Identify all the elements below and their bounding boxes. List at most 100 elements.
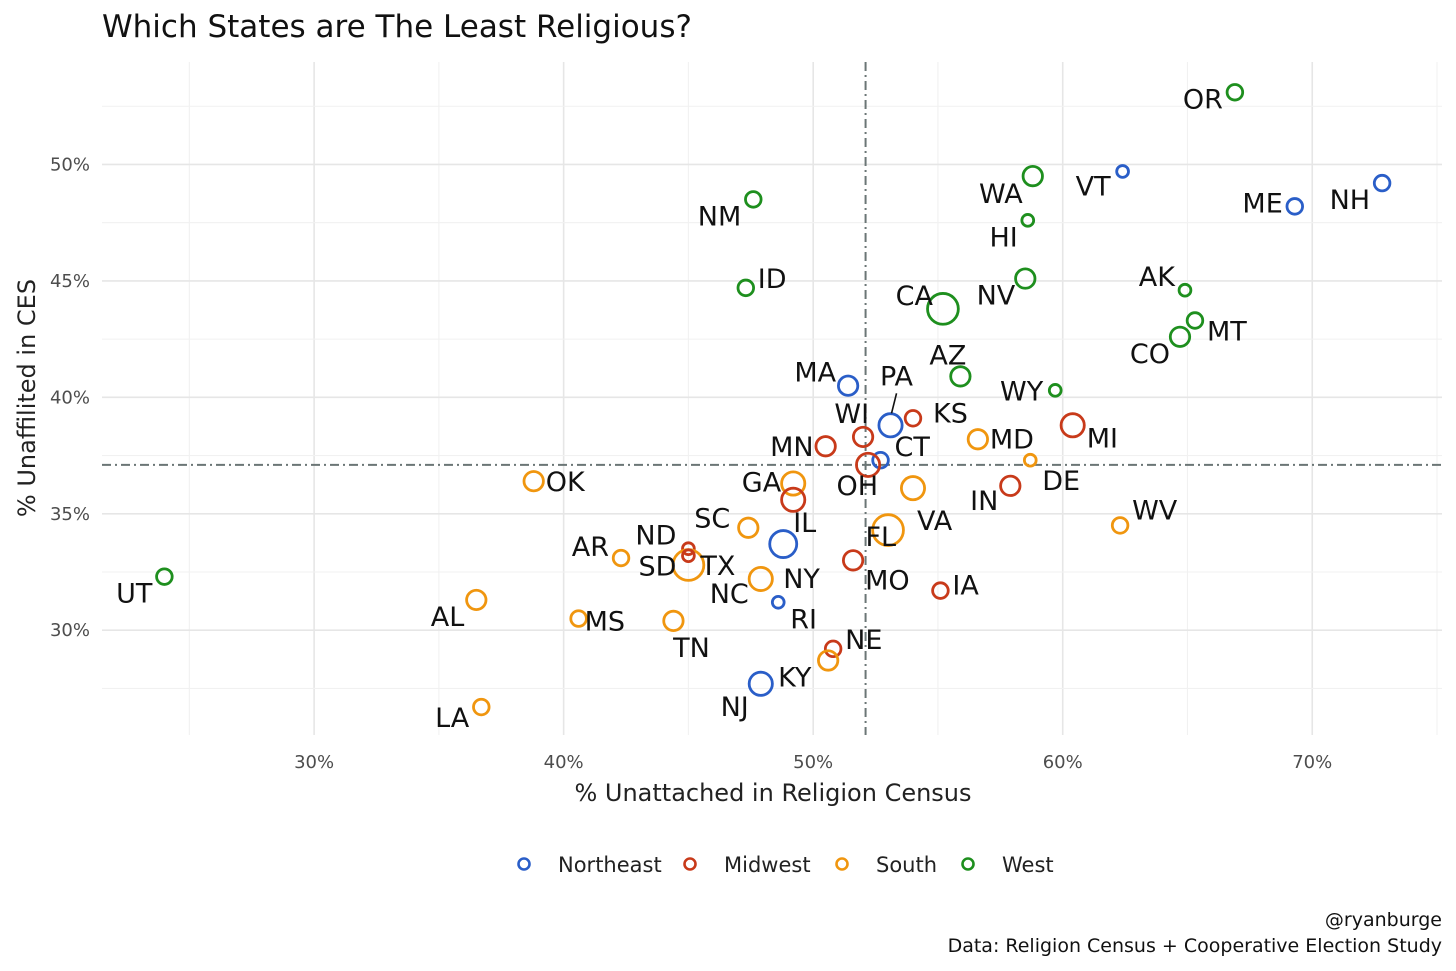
data-point-ks — [903, 409, 923, 428]
point-label-me: ME — [1242, 188, 1282, 219]
legend-label-south: South — [876, 853, 937, 877]
grid — [102, 62, 1442, 735]
data-point-nj — [747, 670, 774, 697]
x-tick-label: 30% — [294, 752, 334, 773]
point-label-hi: HI — [990, 222, 1018, 253]
point-label-nm: NM — [698, 201, 742, 232]
data-point-ne — [823, 639, 843, 659]
point-label-tx: TX — [699, 551, 735, 582]
point-label-ca: CA — [896, 281, 934, 312]
x-tick-label: 60% — [1043, 752, 1083, 773]
x-tick-labels: 30% 40% 50% 60% 70% — [294, 752, 1332, 773]
y-tick-label: 40% — [50, 387, 90, 408]
data-point-id — [736, 278, 755, 298]
data-point-ok — [522, 470, 545, 493]
point-label-de: DE — [1042, 466, 1080, 497]
data-point-ca — [926, 292, 960, 326]
data-point-in — [999, 474, 1022, 497]
data-point-la — [472, 697, 491, 717]
data-point-or — [1225, 83, 1245, 102]
data-point-wy — [1047, 383, 1063, 398]
point-label-fl: FL — [865, 522, 896, 553]
data-point-nm — [744, 190, 763, 209]
x-tick-label: 40% — [544, 752, 584, 773]
point-label-or: OR — [1183, 84, 1223, 115]
point-label-ct: CT — [895, 432, 931, 463]
data-point-sd — [681, 548, 696, 563]
data-point-ky — [817, 649, 840, 672]
pa-leader-line — [890, 393, 898, 414]
caption-author: @ryanburge — [1325, 909, 1442, 931]
data-point-mn — [814, 435, 837, 458]
data-point-nc — [747, 565, 774, 592]
data-point-fl — [871, 513, 905, 547]
data-point-ny — [768, 529, 799, 559]
point-label-nh: NH — [1330, 185, 1371, 216]
point-label-ky: KY — [778, 662, 812, 693]
point-label-ma: MA — [794, 358, 836, 389]
y-tick-label: 50% — [50, 154, 90, 175]
data-point-ma — [837, 374, 860, 397]
legend-key-west — [961, 857, 975, 871]
point-label-al: AL — [431, 602, 465, 633]
point-label-ne: NE — [845, 625, 882, 656]
point-label-wi: WI — [834, 399, 869, 430]
data-point-mt — [1185, 311, 1205, 330]
point-label-mn: MN — [770, 432, 814, 463]
data-point-ia — [931, 581, 950, 600]
data-point-wi — [851, 425, 875, 449]
chart-title: Which States are The Least Religious? — [102, 9, 692, 45]
data-point-vt — [1115, 164, 1130, 179]
point-label-va: VA — [917, 506, 953, 537]
point-label-nj: NJ — [721, 692, 749, 723]
data-point-md — [966, 428, 989, 451]
point-label-vt: VT — [1076, 171, 1111, 202]
legend-key-northeast — [517, 857, 531, 871]
point-label-sd: SD — [638, 552, 676, 583]
caption-source: Data: Religion Census + Cooperative Elec… — [948, 935, 1442, 957]
point-label-mt: MT — [1207, 316, 1247, 347]
data-point-al — [465, 588, 488, 612]
point-labels: OR VT NH ME WA HI NM ID CA NV AK MT CO AZ WY MA PA KS WI MN… — [116, 84, 1370, 734]
point-label-oh: OH — [837, 471, 879, 502]
x-tick-label: 70% — [1292, 752, 1332, 773]
point-label-co: CO — [1130, 339, 1170, 370]
point-label-tn: TN — [672, 633, 710, 664]
point-label-wa: WA — [979, 179, 1023, 210]
point-label-wv: WV — [1132, 495, 1178, 526]
legend-label-northeast: Northeast — [558, 853, 662, 877]
point-label-ia: IA — [952, 571, 979, 602]
data-point-me — [1285, 197, 1304, 216]
point-label-id: ID — [758, 264, 787, 295]
data-point-nv — [1014, 267, 1037, 290]
data-point-ga — [780, 470, 807, 497]
data-point-pa — [877, 412, 904, 439]
data-point-co — [1168, 325, 1192, 348]
legend-key-midwest — [683, 857, 697, 871]
point-label-ar: AR — [572, 532, 609, 563]
point-label-ny: NY — [783, 564, 820, 595]
point-label-nc: NC — [710, 579, 749, 610]
x-axis-label: % Unattached in Religion Census — [574, 779, 971, 807]
point-label-nd: ND — [635, 521, 676, 552]
data-point-il — [780, 486, 807, 513]
y-tick-label: 45% — [50, 271, 90, 292]
data-point-oh — [855, 451, 882, 478]
data-point-ak — [1177, 282, 1193, 298]
x-tick-label: 50% — [793, 752, 833, 773]
point-label-mi: MI — [1087, 423, 1118, 454]
data-point-mi — [1059, 412, 1086, 439]
point-label-sc: SC — [694, 504, 730, 535]
point-label-az: AZ — [929, 340, 966, 371]
point-label-la: LA — [435, 703, 470, 734]
data-point-ms — [569, 609, 588, 628]
legend-key-south — [835, 857, 849, 871]
data-point-ar — [611, 548, 631, 568]
data-point-hi — [1020, 213, 1036, 228]
data-point-tn — [662, 609, 685, 632]
data-point-sc — [737, 516, 760, 539]
point-label-ri: RI — [790, 604, 817, 635]
point-label-mo: MO — [865, 565, 910, 596]
reference-lines — [102, 62, 1442, 735]
